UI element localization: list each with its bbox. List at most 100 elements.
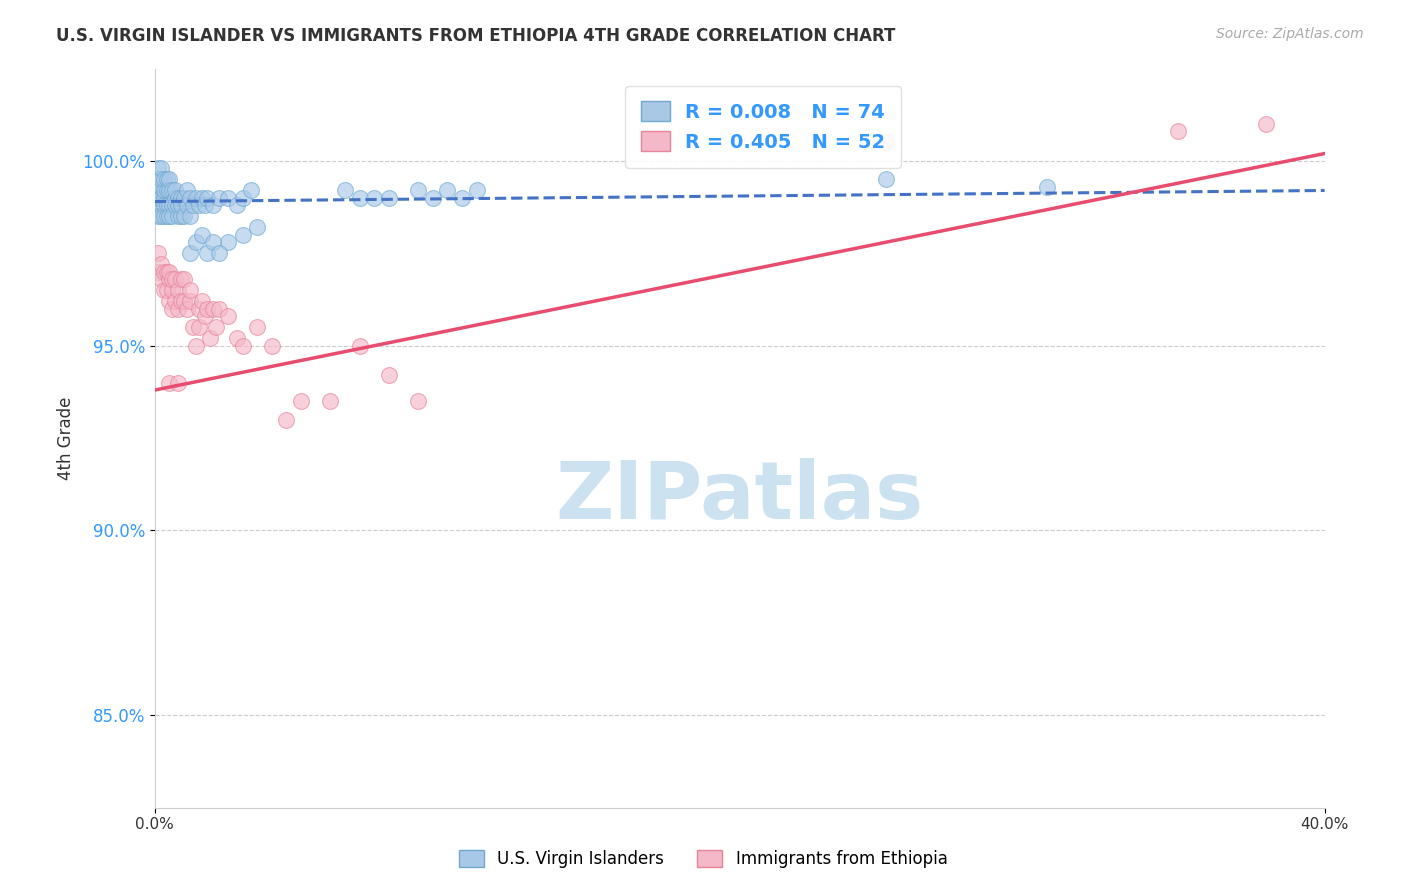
Point	[225, 331, 247, 345]
Point	[217, 235, 239, 250]
Text: U.S. VIRGIN ISLANDER VS IMMIGRANTS FROM ETHIOPIA 4TH GRADE CORRELATION CHART: U.S. VIRGIN ISLANDER VS IMMIGRANTS FROM …	[56, 27, 896, 45]
Point	[167, 301, 190, 316]
Point	[179, 210, 201, 224]
Text: ZIPatlas: ZIPatlas	[555, 458, 924, 536]
Point	[179, 246, 201, 260]
Legend: R = 0.008   N = 74, R = 0.405   N = 52: R = 0.008 N = 74, R = 0.405 N = 52	[626, 86, 901, 168]
Point	[232, 191, 254, 205]
Point	[152, 198, 174, 212]
Point	[176, 301, 198, 316]
Point	[159, 294, 181, 309]
Point	[190, 191, 212, 205]
Point	[162, 198, 184, 212]
Point	[176, 184, 198, 198]
Point	[170, 272, 193, 286]
Point	[363, 191, 385, 205]
Point	[1256, 117, 1278, 131]
Point	[149, 161, 172, 176]
Point	[152, 265, 174, 279]
Point	[159, 272, 181, 286]
Point	[208, 191, 231, 205]
Point	[187, 198, 209, 212]
Point	[149, 179, 172, 194]
Point	[159, 265, 181, 279]
Point	[146, 191, 169, 205]
Point	[260, 339, 283, 353]
Point	[165, 184, 187, 198]
Point	[319, 394, 342, 409]
Point	[217, 191, 239, 205]
Point	[197, 191, 219, 205]
Point	[159, 184, 181, 198]
Point	[176, 198, 198, 212]
Point	[173, 210, 195, 224]
Point	[149, 257, 172, 271]
Point	[181, 198, 204, 212]
Point	[197, 301, 219, 316]
Point	[170, 210, 193, 224]
Point	[333, 184, 356, 198]
Y-axis label: 4th Grade: 4th Grade	[58, 396, 75, 480]
Point	[232, 339, 254, 353]
Point	[179, 191, 201, 205]
Point	[173, 294, 195, 309]
Point	[165, 198, 187, 212]
Point	[167, 283, 190, 297]
Point	[159, 198, 181, 212]
Point	[170, 294, 193, 309]
Point	[232, 227, 254, 242]
Point	[149, 210, 172, 224]
Point	[187, 320, 209, 334]
Point	[165, 294, 187, 309]
Point	[349, 339, 371, 353]
Point	[159, 376, 181, 390]
Point	[152, 210, 174, 224]
Point	[146, 172, 169, 186]
Point	[179, 294, 201, 309]
Point	[225, 198, 247, 212]
Point	[875, 172, 897, 186]
Point	[378, 191, 401, 205]
Point	[173, 191, 195, 205]
Point	[149, 272, 172, 286]
Point	[1036, 179, 1059, 194]
Point	[184, 191, 207, 205]
Point	[246, 220, 269, 235]
Point	[422, 191, 444, 205]
Point	[162, 283, 184, 297]
Point	[290, 394, 312, 409]
Point	[202, 301, 225, 316]
Point	[276, 412, 298, 426]
Point	[159, 210, 181, 224]
Point	[155, 283, 177, 297]
Point	[162, 272, 184, 286]
Point	[146, 246, 169, 260]
Point	[167, 376, 190, 390]
Point	[155, 184, 177, 198]
Point	[155, 265, 177, 279]
Point	[167, 210, 190, 224]
Point	[406, 184, 429, 198]
Point	[197, 246, 219, 260]
Point	[159, 172, 181, 186]
Point	[378, 368, 401, 383]
Point	[205, 320, 228, 334]
Point	[155, 210, 177, 224]
Point	[451, 191, 474, 205]
Point	[165, 191, 187, 205]
Point	[162, 184, 184, 198]
Point	[349, 191, 371, 205]
Point	[1167, 124, 1189, 138]
Point	[149, 172, 172, 186]
Point	[465, 184, 488, 198]
Point	[240, 184, 263, 198]
Point	[217, 309, 239, 323]
Point	[875, 136, 897, 150]
Point	[167, 198, 190, 212]
Point	[190, 227, 212, 242]
Point	[208, 246, 231, 260]
Point	[246, 320, 269, 334]
Point	[190, 294, 212, 309]
Point	[152, 172, 174, 186]
Point	[436, 184, 458, 198]
